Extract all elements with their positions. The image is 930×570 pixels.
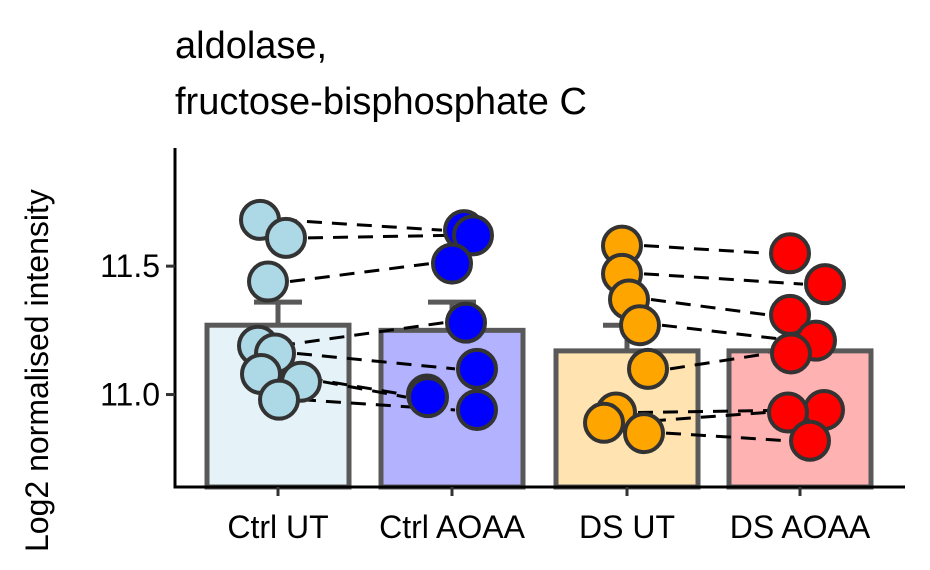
x-tick-label: Ctrl UT xyxy=(227,509,328,545)
pair-connector xyxy=(322,380,407,399)
y-tick-label: 11.5 xyxy=(100,248,160,284)
x-tick-label: DS AOAA xyxy=(730,509,871,545)
pair-connector xyxy=(279,321,445,348)
data-point xyxy=(247,260,289,303)
data-point xyxy=(431,242,473,285)
chart-title-line-2: fructose-bisphosphate C xyxy=(175,81,587,123)
y-tick-label: 11.0 xyxy=(100,377,160,413)
pair-connector xyxy=(643,272,804,286)
chart-title: aldolase, fructose-bisphosphate C xyxy=(175,25,587,123)
data-point xyxy=(583,401,625,444)
x-tick-label: Ctrl AOAA xyxy=(379,509,525,545)
data-point xyxy=(265,216,307,259)
data-point xyxy=(619,304,661,347)
pair-connector xyxy=(289,262,431,284)
pair-connector xyxy=(661,323,795,343)
data-point xyxy=(407,376,449,419)
data-point xyxy=(452,214,494,257)
chart-title-line-1: aldolase, xyxy=(175,25,327,67)
data-point xyxy=(258,378,300,421)
pair-connector xyxy=(665,431,789,443)
data-point xyxy=(445,301,487,344)
pair-connector xyxy=(307,233,452,240)
y-axis-label: Log2 normalised intensity xyxy=(19,189,55,552)
data-point xyxy=(456,388,498,431)
pair-connector xyxy=(643,244,769,255)
x-tick-label: DS UT xyxy=(579,509,675,545)
pair-connector xyxy=(669,351,770,371)
data-point xyxy=(456,347,498,390)
pair-connector xyxy=(281,218,443,232)
data-point xyxy=(627,347,669,390)
pair-connector xyxy=(650,298,769,317)
pair-connector xyxy=(296,351,456,371)
data-point xyxy=(789,419,831,462)
data-point xyxy=(767,391,809,434)
data-point xyxy=(804,263,846,306)
data-point xyxy=(769,232,811,275)
data-point xyxy=(770,332,812,375)
data-point xyxy=(623,412,665,455)
plot-area: 11.0 11.5 Ctrl UT Ctrl AOAA DS UT DS AOAA xyxy=(100,148,905,545)
pair-connector xyxy=(282,372,406,397)
